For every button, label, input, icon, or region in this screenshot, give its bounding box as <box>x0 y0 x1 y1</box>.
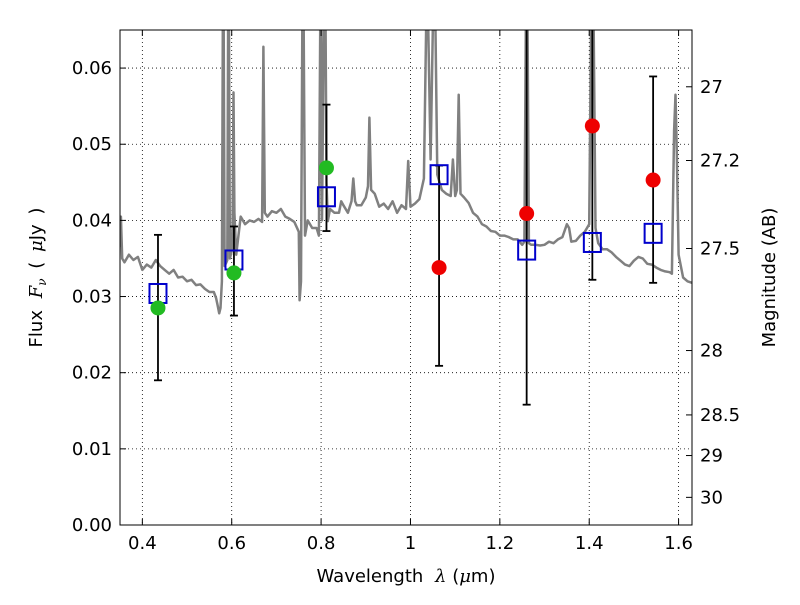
x-axis-label: Wavelength λ (μm) <box>317 566 496 587</box>
y-tick-label: 0.03 <box>72 287 112 308</box>
x-tick-label: 1.2 <box>486 533 515 554</box>
square-marker <box>643 222 663 244</box>
plot-frame <box>119 29 693 526</box>
y-tick-label: 0.06 <box>72 58 112 79</box>
tick-layer: 0.4 0.6 0.8 1 1.2 1.4 1.6 0.00 0.01 0.02 0.03 0.04 0… <box>72 30 740 554</box>
square-marker <box>429 164 449 186</box>
circle-marker <box>150 300 166 316</box>
x-tick-label: 1.6 <box>664 533 693 554</box>
x-tick-label: 0.6 <box>217 533 246 554</box>
y-tick-label: 0.05 <box>72 134 112 155</box>
y-tick-label: 0.04 <box>72 210 112 231</box>
circle-marker <box>519 206 535 222</box>
model-spectrum-layer <box>120 30 692 315</box>
y2-tick-label: 27 <box>700 77 723 98</box>
square-marker <box>582 231 602 253</box>
y-axis-label: Flux Fν ( μJy ) <box>26 208 51 348</box>
y-tick-label: 0.02 <box>72 363 112 384</box>
square-marker <box>316 186 336 208</box>
grid-layer <box>120 30 692 526</box>
y2-tick-label: 29 <box>700 446 723 467</box>
y-tick-label: 0.00 <box>72 515 112 536</box>
circle-marker <box>318 160 334 176</box>
x-tick-label: 0.4 <box>128 533 157 554</box>
y2-tick-label: 27.5 <box>700 239 740 260</box>
x-tick-label: 1 <box>405 533 416 554</box>
square-marker <box>517 239 537 261</box>
y2-tick-label: 30 <box>700 487 723 508</box>
x-tick-label: 0.8 <box>307 533 336 554</box>
model-spectrum-line <box>120 30 692 315</box>
x-tick-label: 1.4 <box>575 533 604 554</box>
circle-marker <box>584 118 600 134</box>
circle-marker <box>226 265 242 281</box>
y2-axis-label: Magnitude (AB) <box>759 208 780 348</box>
marker-layer <box>148 118 663 316</box>
circle-marker <box>645 172 661 188</box>
y2-tick-label: 27.2 <box>700 151 740 172</box>
y-tick-label: 0.01 <box>72 439 112 460</box>
circle-marker <box>431 260 447 276</box>
y2-tick-label: 28 <box>700 341 723 362</box>
y2-tick-label: 28.5 <box>700 405 740 426</box>
